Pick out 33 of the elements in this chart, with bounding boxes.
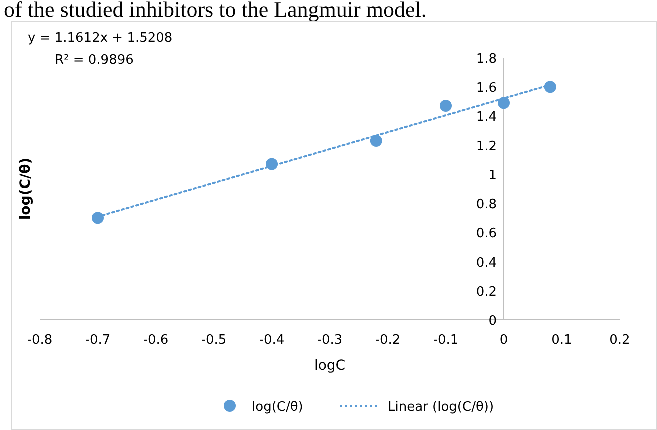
text: y = 1.1612x + 1.5208 [28,31,173,46]
y-tick-label: 0 [488,314,497,329]
x-tick-label: 0.1 [552,333,572,348]
y-tick-label: 1.4 [476,110,497,126]
point [498,97,510,110]
x-axis-title: logC [314,358,346,374]
x-tick-label: -0.3 [317,333,343,348]
y-tick-label: 1 [488,168,497,184]
x-tick-label: -0.4 [259,333,285,348]
annotation: R² = 0.9896 [55,53,134,68]
text: of the studied inhibitors to the Langmuir model. [4,0,427,22]
point [370,134,382,147]
y-tick-label: 1.8 [476,52,497,67]
point [440,100,452,112]
y-tick-label: 0.4 [476,256,497,271]
x-tick-label: -0.6 [143,333,169,348]
y-tick-label: 1.2 [476,139,497,154]
legend-label: log(C/θ) [252,400,304,415]
point [544,81,556,94]
x-tick-label: -0.2 [375,333,401,348]
y-tick-label: 0.6 [476,226,497,242]
point [92,212,104,224]
x-tick-label: 0 [500,333,508,348]
y-axis-title: log(C/θ) [18,158,34,220]
x-tick-label: -0.8 [27,333,53,348]
x-tick-label: -0.1 [433,333,459,348]
y-tick-label: 0.8 [476,198,497,213]
legend-label: Linear (log(C/θ)) [388,400,494,415]
y-tick-label: 0.2 [476,284,497,300]
y-tick-label: 1.6 [476,81,497,96]
x-tick-label: -0.7 [85,333,111,348]
x-tick-label: -0.5 [201,333,227,348]
x-tick-label: 0.2 [610,333,630,348]
